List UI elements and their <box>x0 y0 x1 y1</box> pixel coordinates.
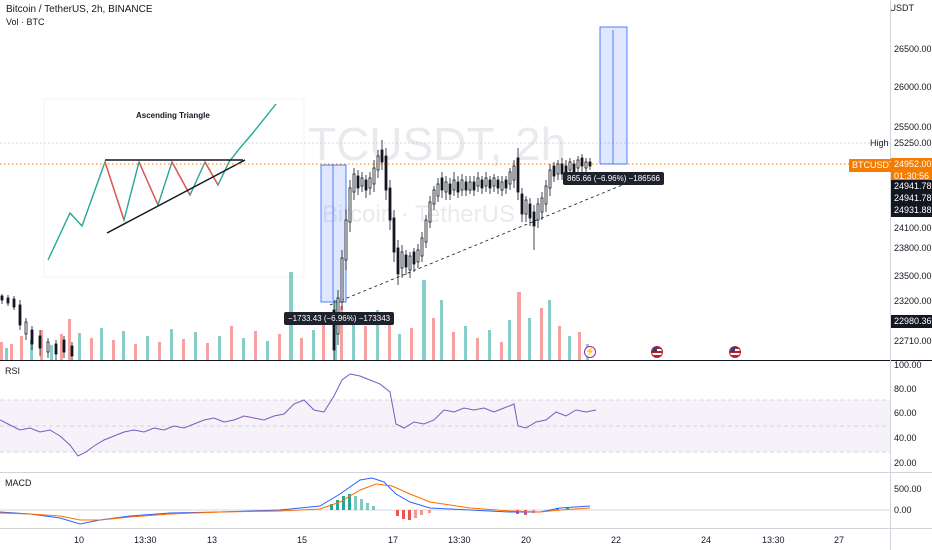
price-tick: 23500.00 <box>894 271 932 281</box>
price-tag: 24941.78 <box>891 192 932 205</box>
symbol-tag: BTCUSDT <box>849 159 898 172</box>
macd-label[interactable]: MACD <box>5 478 32 488</box>
price-tick: 24100.00 <box>894 223 932 233</box>
price-tick: 23800.00 <box>894 243 932 253</box>
macd-signal-line <box>0 483 591 521</box>
rsi-tick: 60.00 <box>894 408 917 418</box>
chart-title[interactable]: Bitcoin / TetherUS, 2h, BINANCE <box>6 4 153 15</box>
watermark-name: Bitcoin · TetherUS <box>322 201 515 228</box>
time-tick: 13 <box>207 535 218 545</box>
watermark-symbol: TCUSDT, 2h <box>308 118 566 170</box>
last-price-tag: 24952.00 <box>891 158 932 171</box>
measure-label-1[interactable]: −1733.43 (−6.96%) −173343 <box>284 312 395 325</box>
measure-label-2[interactable]: 865.66 (−6.96%) −186566 <box>563 172 664 185</box>
time-tick: 17 <box>388 535 399 545</box>
lightning-event-icon[interactable]: ⚡ <box>584 346 596 358</box>
high-label: High <box>870 138 889 148</box>
price-tick: 26000.00 <box>894 82 932 92</box>
time-tick: 10 <box>74 535 85 545</box>
price-candles <box>0 140 592 360</box>
price-tick: 25250.00 <box>894 138 932 148</box>
rsi-label[interactable]: RSI <box>5 366 21 376</box>
time-tick: 24 <box>701 535 712 545</box>
macd-tick: 0.00 <box>894 505 912 515</box>
time-tick: 20 <box>521 535 532 545</box>
time-tick: 13:30 <box>134 535 157 545</box>
currency-label: USDT <box>889 3 915 13</box>
time-tick: 27 <box>834 535 845 545</box>
macd-pane <box>0 477 890 525</box>
rsi-tick: 80.00 <box>894 384 917 394</box>
diagram-title: Ascending Triangle <box>136 111 210 120</box>
time-tick: 13:30 <box>448 535 471 545</box>
volume-indicator-label[interactable]: Vol · BTC <box>6 17 45 27</box>
time-tick: 22 <box>611 535 622 545</box>
price-tick: 25500.00 <box>894 122 932 132</box>
macd-line <box>0 477 591 525</box>
time-tick: 13:30 <box>762 535 785 545</box>
rsi-line <box>0 373 597 457</box>
macd-tick: 500.00 <box>894 484 922 494</box>
price-tick: 26500.00 <box>894 44 932 54</box>
rsi-tick: 100.00 <box>894 360 922 370</box>
price-tag: 24941.78 <box>891 180 932 193</box>
price-tick: 23200.00 <box>894 296 932 306</box>
price-tick: 22710.00 <box>894 336 932 346</box>
price-tag: 24931.88 <box>891 204 932 217</box>
rsi-tick: 20.00 <box>894 458 917 468</box>
countdown-tag: 01:30:56 <box>891 170 932 183</box>
us-flag-icon[interactable] <box>729 346 741 358</box>
time-tick: 15 <box>297 535 308 545</box>
price-tag: 22980.36 <box>891 315 932 328</box>
measure-rect-2 <box>599 26 628 165</box>
ascending-trendline <box>329 180 633 306</box>
ascending-triangle-diagram: Ascending Triangle <box>43 98 305 278</box>
us-flag-icon[interactable] <box>651 346 663 358</box>
rsi-tick: 40.00 <box>894 433 917 443</box>
rsi-pane <box>0 373 890 457</box>
